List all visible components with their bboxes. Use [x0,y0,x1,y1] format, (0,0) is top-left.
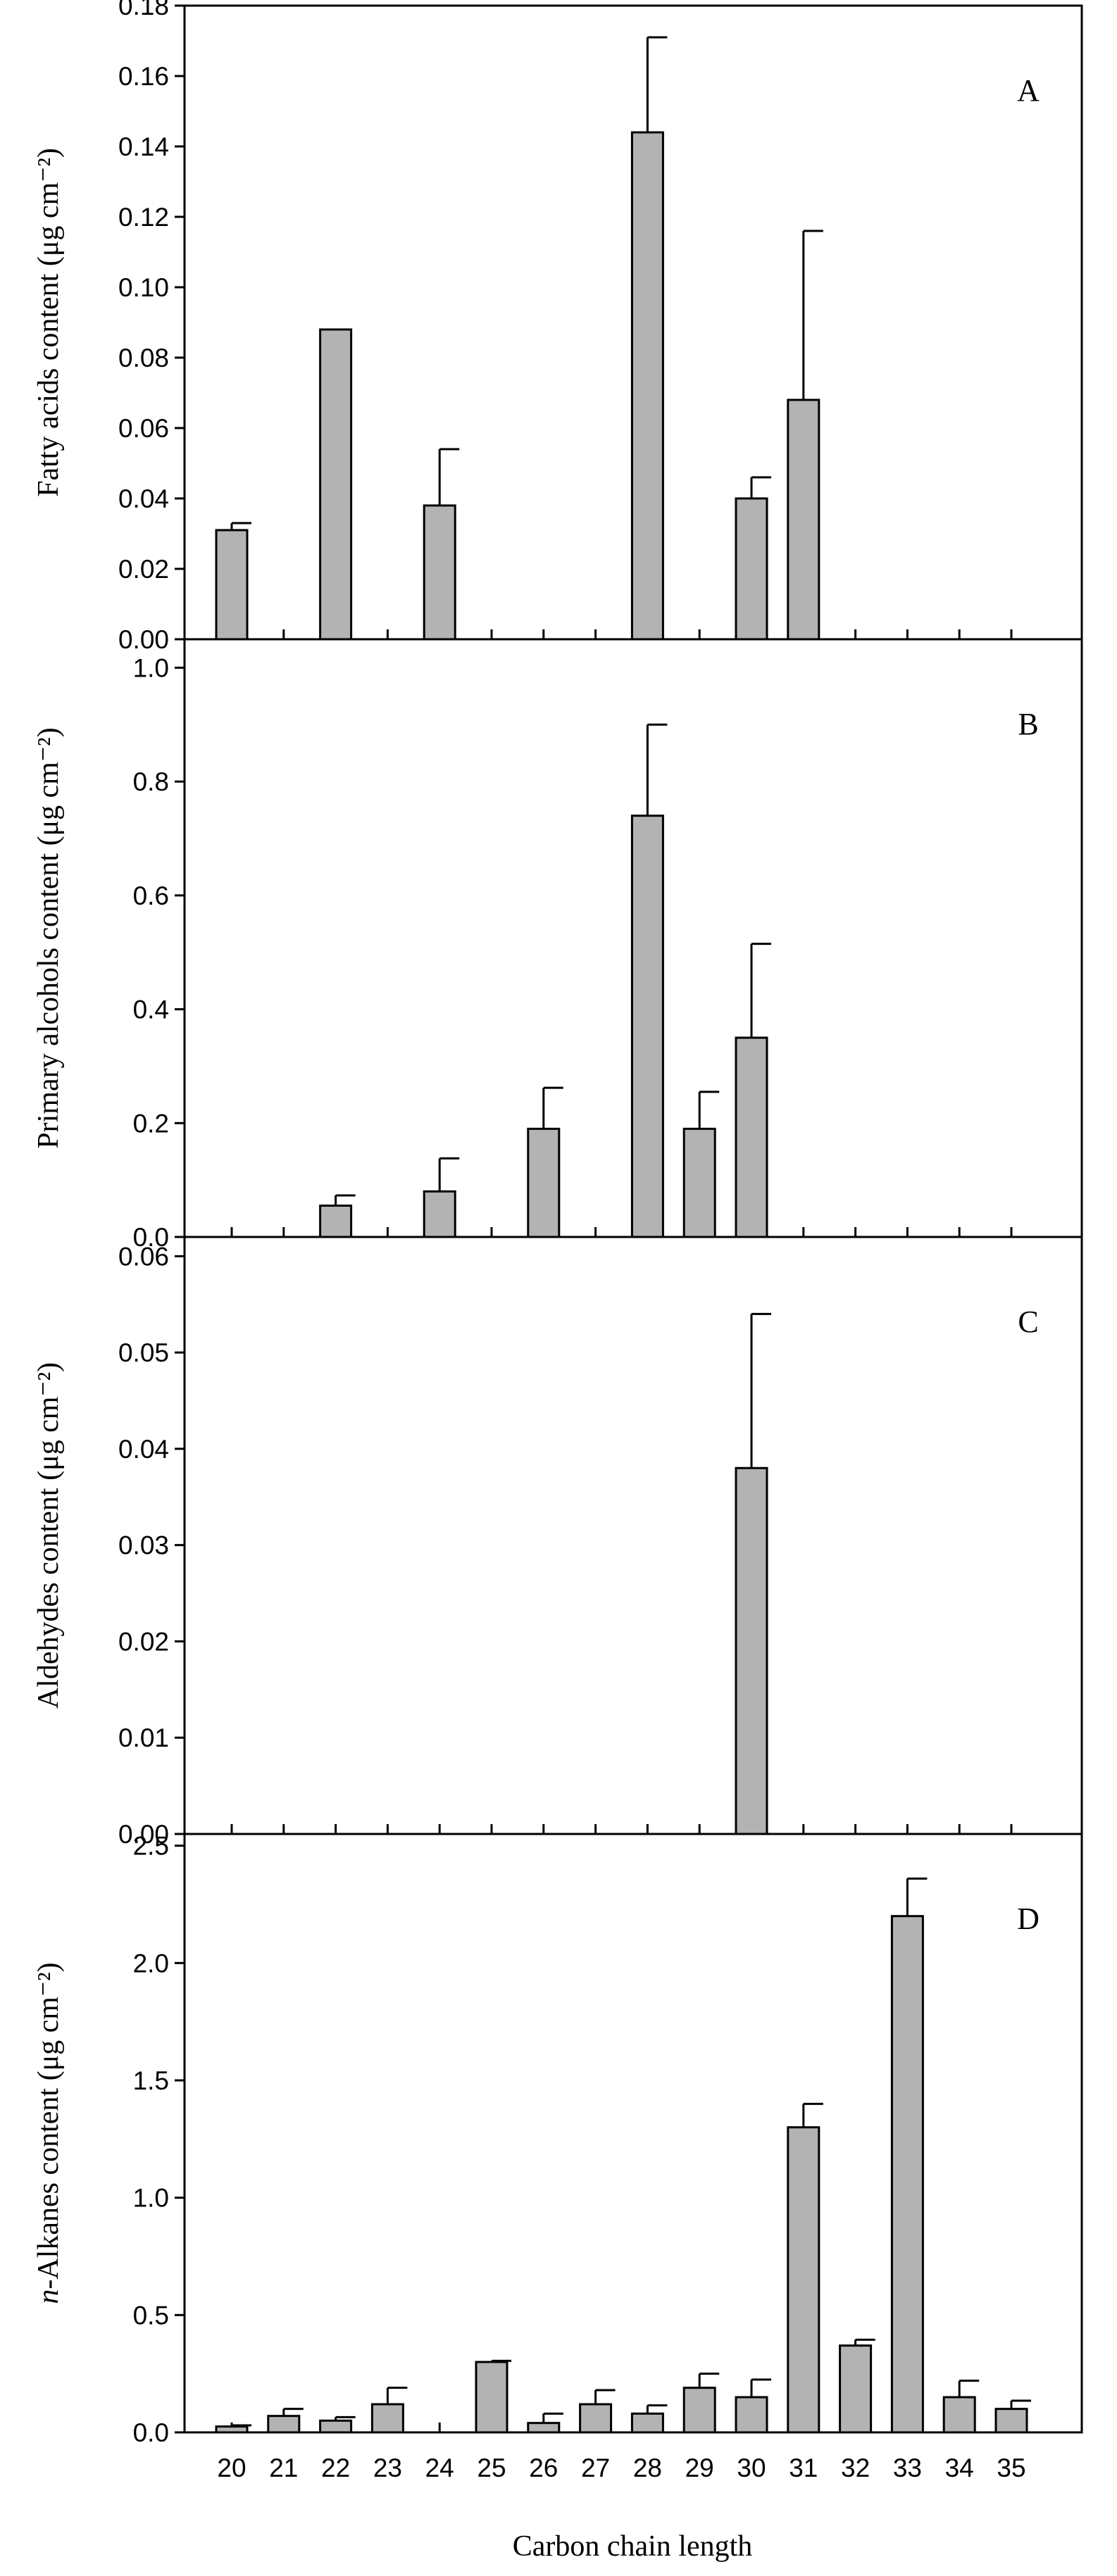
panel-b-bar-26 [527,1127,561,1238]
panel-d-y-axis-title: n-Alkanes content (μg cm⁻²) [32,1962,65,2304]
panel-b-bar-22 [319,1205,353,1238]
panel-d-bar-31 [787,2126,820,2434]
x-tick-label-25: 25 [477,2454,506,2482]
panel-d-bar-34 [942,2396,976,2434]
panel-a-bar-28 [630,131,664,641]
panel-b-bar-29 [682,1127,716,1238]
panel-b-bar-28 [630,815,664,1238]
panel-d-bar-33 [890,1915,924,2434]
panel-a-y-tick-label: 0.10 [118,273,169,302]
panel-d-bar-20 [215,2425,249,2434]
panel-d-bar-22 [319,2419,353,2434]
panel-c-y-tick-label: 0.06 [118,1242,169,1271]
panel-b-y-tick-label: 0.6 [133,881,169,910]
panel-b-bar-24 [423,1190,456,1238]
panel-d-bar-32 [839,2344,873,2434]
panel-c-bar-30 [735,1466,768,1835]
x-axis-title: Carbon chain length [513,2530,753,2563]
x-tick-label-33: 33 [893,2454,922,2482]
x-tick-label-27: 27 [581,2454,610,2482]
x-tick-label-24: 24 [425,2454,454,2482]
panel-d-y-tick-label: 2.5 [133,1832,169,1861]
panel-a-y-tick-label: 0.14 [118,132,169,161]
panel-a-y-axis-title: Fatty acids content (μg cm⁻²) [32,148,65,497]
panel-a-bar-30 [735,497,768,641]
panel-b-y-axis-title: Primary alcohols content (μg cm⁻²) [32,727,65,1148]
panel-d-bar-21 [267,2415,301,2434]
x-tick-label-34: 34 [945,2454,974,2482]
panel-a-y-tick-label: 0.12 [118,203,169,232]
panel-c-y-tick-label: 0.02 [118,1627,169,1656]
panel-d-bar-25 [475,2361,508,2434]
panel-d-y-tick-label: 1.0 [133,2184,169,2213]
panel-a-y-tick-label: 0.04 [118,484,169,513]
panel-d-bar-30 [735,2396,768,2434]
panel-b: 0.0 0.2 0.4 0.6 0.8 1.0 B Primary alcohols cont… [32,638,1083,1252]
x-tick-label-30: 30 [737,2454,766,2482]
x-tick-label-20: 20 [217,2454,246,2482]
x-tick-label-35: 35 [997,2454,1025,2482]
x-tick-label-23: 23 [373,2454,402,2482]
panel-d-bar-27 [579,2403,613,2434]
panel-d-frame [183,1833,1083,2434]
panel-a-bar-31 [787,398,820,641]
panel-c-y-tick-label: 0.01 [118,1723,169,1752]
panel-b-y-tick-label: 0.4 [133,995,169,1024]
panel-a-y-tick-label: 0.08 [118,344,169,372]
panel-a-y-tick-label: 0.18 [118,0,169,20]
panel-a-y-tick-label: 0.06 [118,414,169,443]
panel-b-y-tick-label: 0.2 [133,1109,169,1138]
panel-a-bar-24 [423,504,456,641]
x-tick-label-26: 26 [529,2454,558,2482]
panel-c-y-tick-label: 0.03 [118,1531,169,1560]
panel-a-bar-20 [215,529,249,641]
x-tick-label-22: 22 [321,2454,350,2482]
panel-c-y-tick-label: 0.00 [118,1820,169,1849]
panel-c-y-tick-label: 0.04 [118,1435,169,1464]
panel-d-y-tick-label: 1.5 [133,2066,169,2095]
x-tick-label-28: 28 [633,2454,662,2482]
panel-d-y-tick-label: 0.0 [133,2418,169,2447]
panel-d-bar-23 [370,2403,404,2434]
panel-a-bar-22 [319,328,353,641]
x-tick-label-29: 29 [685,2454,714,2482]
panel-b-y-tick-label: 1.0 [133,653,169,682]
panel-d-y-tick-label: 2.0 [133,1949,169,1978]
panel-c-letter: C [1018,1305,1038,1339]
panels-layer: 0.00 0.02 0.04 0.06 0.08 0.10 0.12 0.14 0.16 0.18… [32,0,1083,2482]
x-tick-label-32: 32 [841,2454,870,2482]
x-tick-label-31: 31 [789,2454,818,2482]
panel-d-bar-29 [682,2387,716,2434]
panel-d-bar-28 [630,2412,664,2434]
panel-a-y-tick-label: 0.02 [118,555,169,584]
panel-a: 0.00 0.02 0.04 0.06 0.08 0.10 0.12 0.14 0.16 0.18… [32,0,1083,654]
panel-a-y-tick-label: 0.00 [118,625,169,654]
panel-b-y-tick-label: 0.8 [133,767,169,796]
panel-c-y-tick-label: 0.05 [118,1338,169,1367]
panel-c: 0.00 0.01 0.02 0.03 0.04 0.05 0.06 C Aldehydes c… [32,1236,1083,1849]
panel-a-y-tick-label: 0.16 [118,62,169,91]
panel-d-bar-35 [994,2408,1028,2434]
x-tick-label-21: 21 [269,2454,298,2482]
panel-b-bar-30 [735,1036,768,1238]
panel-d: 0.0 0.5 1.0 1.5 2.0 2.5 Dn-Alkanes content (μg… [32,1832,1083,2447]
panel-c-y-axis-title: Aldehydes content (μg cm⁻²) [32,1362,65,1709]
panel-c-frame [183,1236,1083,1835]
panel-b-y-tick-label: 0.0 [133,1223,169,1252]
panel-d-y-tick-label: 0.5 [133,2301,169,2330]
panel-d-letter: D [1017,1902,1040,1936]
panel-b-letter: B [1018,707,1038,741]
panel-a-letter: A [1017,73,1040,108]
panel-d-bar-26 [527,2422,561,2434]
